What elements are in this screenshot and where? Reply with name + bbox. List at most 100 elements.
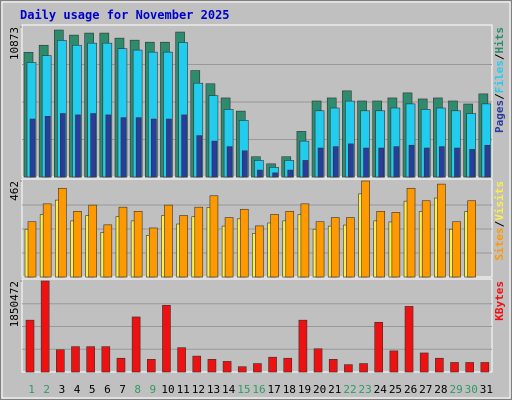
chart-title: Daily usage for November 2025 [20,8,230,22]
bar [241,150,248,178]
bar [450,362,459,373]
bar [346,217,355,278]
bar [421,200,431,278]
bar [177,347,186,373]
x-tick-label: 29 [449,383,462,396]
bar [359,363,368,373]
x-tick-label: 17 [268,383,281,396]
bar [298,319,308,373]
bar [467,200,476,278]
bar [378,147,385,178]
bar [465,362,474,373]
bar [302,160,309,178]
x-tick-label: 6 [104,383,111,396]
bar [313,348,323,373]
bar [58,187,67,278]
legend: Sites/Visits [493,181,506,261]
bar [44,115,51,178]
bar [73,211,82,278]
bar [166,118,172,178]
x-tick-label: 30 [465,383,478,396]
bar [133,211,143,278]
x-tick-label: 1 [28,383,35,396]
legend-entry: Files [493,60,506,93]
legend: KBytes [493,281,506,321]
bar [116,357,126,373]
bar [192,355,202,373]
x-tick-label: 27 [419,383,432,396]
bar [404,306,414,373]
bar [344,364,353,373]
bar [253,363,262,373]
bar [103,224,113,278]
x-tick-label: 14 [222,383,236,396]
bar [439,146,445,178]
bar [101,346,111,373]
x-tick-label: 8 [134,383,141,396]
x-tick-label: 28 [434,383,447,396]
bar [148,227,158,278]
x-tick-label: 25 [389,383,402,396]
legend-separator: / [493,53,506,60]
bar [40,280,50,373]
x-tick-label: 4 [74,383,81,396]
x-tick-label: 11 [177,383,190,396]
x-tick-label: 23 [359,383,372,396]
bar [469,149,475,178]
legend-entry: Pages [493,100,506,133]
x-tick-label: 18 [283,383,296,396]
bar [211,140,218,178]
bar [86,346,95,373]
bar [209,195,219,278]
bar [480,362,490,373]
bar [71,346,80,373]
x-tick-label: 22 [343,383,356,396]
x-tick-label: 20 [313,383,326,396]
bar [196,135,203,178]
panel [21,278,493,373]
bar [105,114,112,178]
bar [118,206,128,278]
y-tick-label: 10873 [8,27,21,60]
bar [162,305,171,373]
bar [317,147,324,178]
bar [164,204,173,278]
bar [226,146,233,178]
bar [60,113,66,178]
bar [419,352,429,373]
legend-entry: Hits [493,27,506,54]
x-tick-label: 3 [59,383,66,396]
legend-separator: / [493,220,506,227]
bar [268,356,277,373]
bar [56,349,65,373]
bar [332,146,339,178]
bar [283,357,293,373]
legend: Pages/Files/Hits [493,27,506,133]
x-tick-label: 7 [119,383,126,396]
bar [406,187,416,278]
y-tick-label: 462 [8,181,21,201]
bar [29,118,36,178]
bar [181,114,187,178]
legend-entry: Sites [493,227,506,260]
bar [120,117,127,178]
x-tick-label: 19 [298,383,311,396]
y-tick-label: 1850472 [8,281,21,327]
bar [374,321,384,373]
bar [88,204,97,278]
bar [285,211,295,278]
bar [207,359,217,373]
bar [389,350,399,373]
bar [272,172,278,178]
bar [237,366,247,373]
bar [42,203,52,278]
bar [75,114,81,178]
bar [363,147,369,178]
x-tick-label: 5 [89,383,96,396]
bar [393,146,400,178]
bar [25,319,35,373]
legend-entry: Visits [493,181,506,221]
bar [454,147,460,178]
